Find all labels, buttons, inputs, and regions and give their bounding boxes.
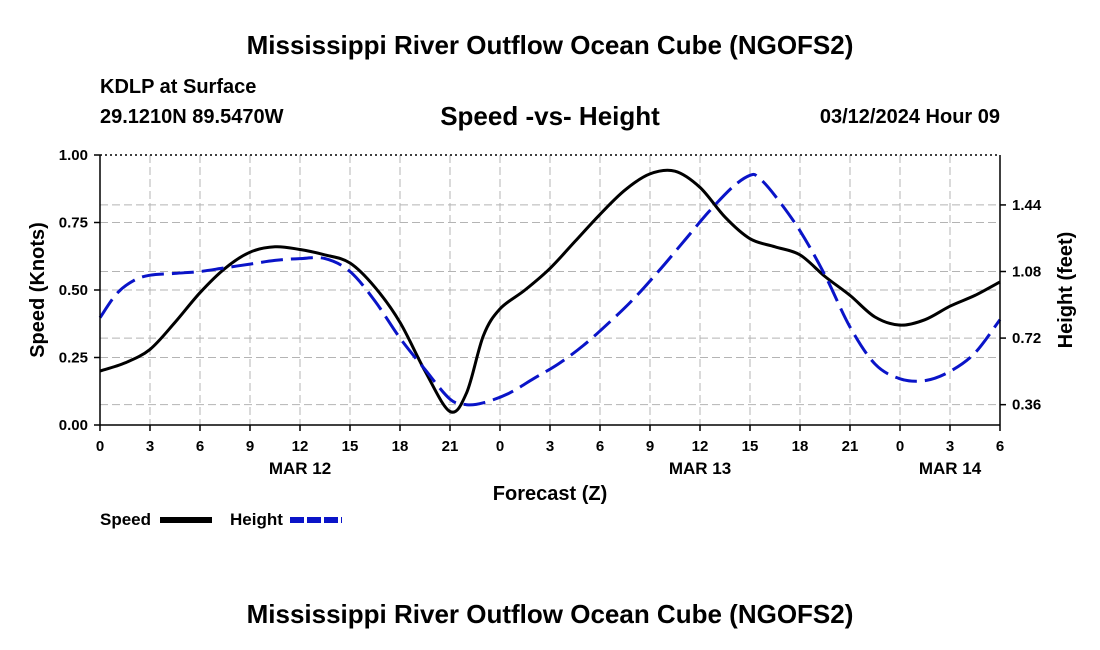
x-tick-label: 6 (596, 438, 604, 455)
x-day-label: MAR 13 (669, 459, 731, 478)
x-tick-label: 15 (342, 438, 359, 455)
legend: Speed Height (100, 510, 342, 529)
x-tick-label: 12 (692, 438, 709, 455)
x-tick-label: 0 (96, 438, 104, 455)
legend-speed-label: Speed (100, 510, 151, 529)
x-tick-label: 0 (896, 438, 904, 455)
x-tick-label: 0 (496, 438, 504, 455)
y-tick-label: 1.00 (59, 147, 88, 164)
station-label: KDLP at Surface (100, 76, 257, 98)
x-tick-label: 3 (946, 438, 954, 455)
y-axis-label: Speed (Knots) (27, 222, 49, 358)
x-tick-label: 15 (742, 438, 759, 455)
x-tick-label: 6 (996, 438, 1004, 455)
x-day-label: MAR 12 (269, 459, 331, 478)
y2-axis-label: Height (feet) (1055, 232, 1077, 349)
x-tick-label: 3 (146, 438, 154, 455)
page-title: Mississippi River Outflow Ocean Cube (NG… (246, 30, 854, 60)
x-tick-label: 21 (842, 438, 859, 455)
chart-title: Speed -vs- Height (440, 101, 660, 131)
y-tick-label: 0.50 (59, 282, 88, 299)
footer-title: Mississippi River Outflow Ocean Cube (NG… (246, 599, 854, 629)
x-tick-label: 12 (292, 438, 309, 455)
y-tick-label: 0.75 (59, 215, 88, 232)
y-tick-label: 0.25 (59, 350, 88, 367)
y2-tick-label: 0.72 (1012, 330, 1041, 347)
y2-tick-label: 0.36 (1012, 397, 1041, 414)
x-tick-label: 21 (442, 438, 459, 455)
series-line-height (98, 172, 1002, 407)
x-tick-label: 18 (392, 438, 409, 455)
forecast-datetime: 03/12/2024 Hour 09 (819, 106, 1000, 128)
station-coordinates: 29.1210N 89.5470W (100, 106, 284, 128)
x-tick-label: 6 (196, 438, 204, 455)
x-tick-label: 9 (246, 438, 254, 455)
axes: 0 3 6 9 12 15 18 21 0 3 6 9 12 15 18 21 0 3 6 MAR 12 MAR 13 M… (59, 147, 1042, 478)
x-tick-label: 9 (646, 438, 654, 455)
x-tick-label: 18 (792, 438, 809, 455)
plot-series (98, 168, 1002, 414)
x-day-label: MAR 14 (919, 459, 982, 478)
x-tick-label: 3 (546, 438, 554, 455)
grid (100, 155, 1000, 425)
y2-tick-label: 1.08 (1012, 264, 1041, 281)
y-tick-label: 0.00 (59, 417, 88, 434)
x-axis-label: Forecast (Z) (493, 483, 607, 505)
series-line-speed (99, 168, 1001, 414)
legend-height-label: Height (230, 510, 283, 529)
y2-tick-label: 1.44 (1012, 197, 1042, 214)
